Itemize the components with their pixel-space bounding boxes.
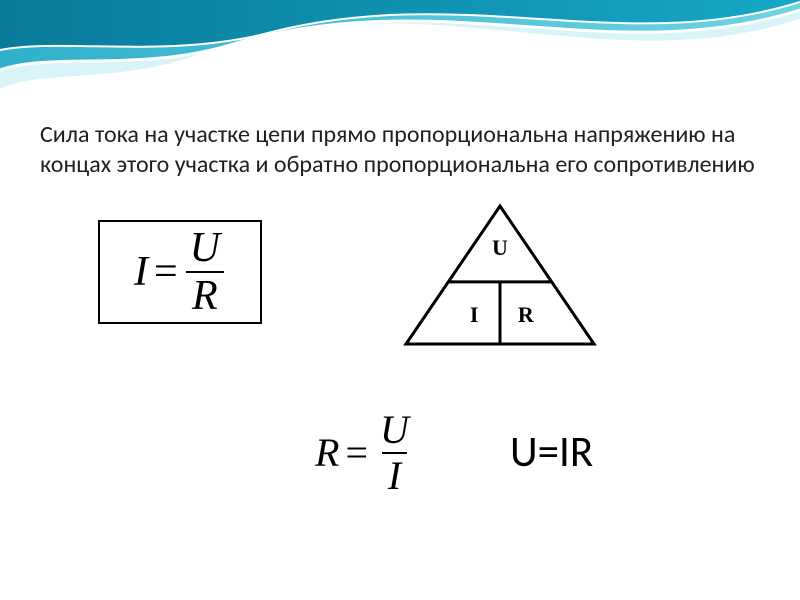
formula2-num: U — [374, 410, 415, 452]
figures-area: I = U R U I R R = — [40, 200, 760, 540]
triangle-top: U — [492, 235, 508, 260]
formula1-den: R — [186, 271, 224, 317]
triangle-right: R — [518, 302, 535, 327]
law-text: Сила тока на участке цепи прямо пропорци… — [40, 120, 760, 180]
wave-decoration — [0, 0, 800, 110]
formula1-lhs: I — [134, 248, 148, 296]
formula-u-equals-ir: U=IR — [510, 425, 593, 478]
formula-r-equals-u-over-i: R = U I — [280, 400, 450, 505]
formula1-num: U — [184, 227, 226, 271]
formula3-text: U=IR — [510, 425, 593, 478]
formula-i-equals-u-over-r: I = U R — [98, 220, 262, 324]
triangle-left: I — [470, 302, 479, 327]
equals-sign: = — [345, 429, 368, 476]
ohms-law-triangle: U I R — [400, 200, 600, 350]
formula2-lhs: R — [315, 429, 339, 476]
formula2-den: I — [382, 452, 407, 496]
equals-sign: = — [154, 248, 178, 296]
